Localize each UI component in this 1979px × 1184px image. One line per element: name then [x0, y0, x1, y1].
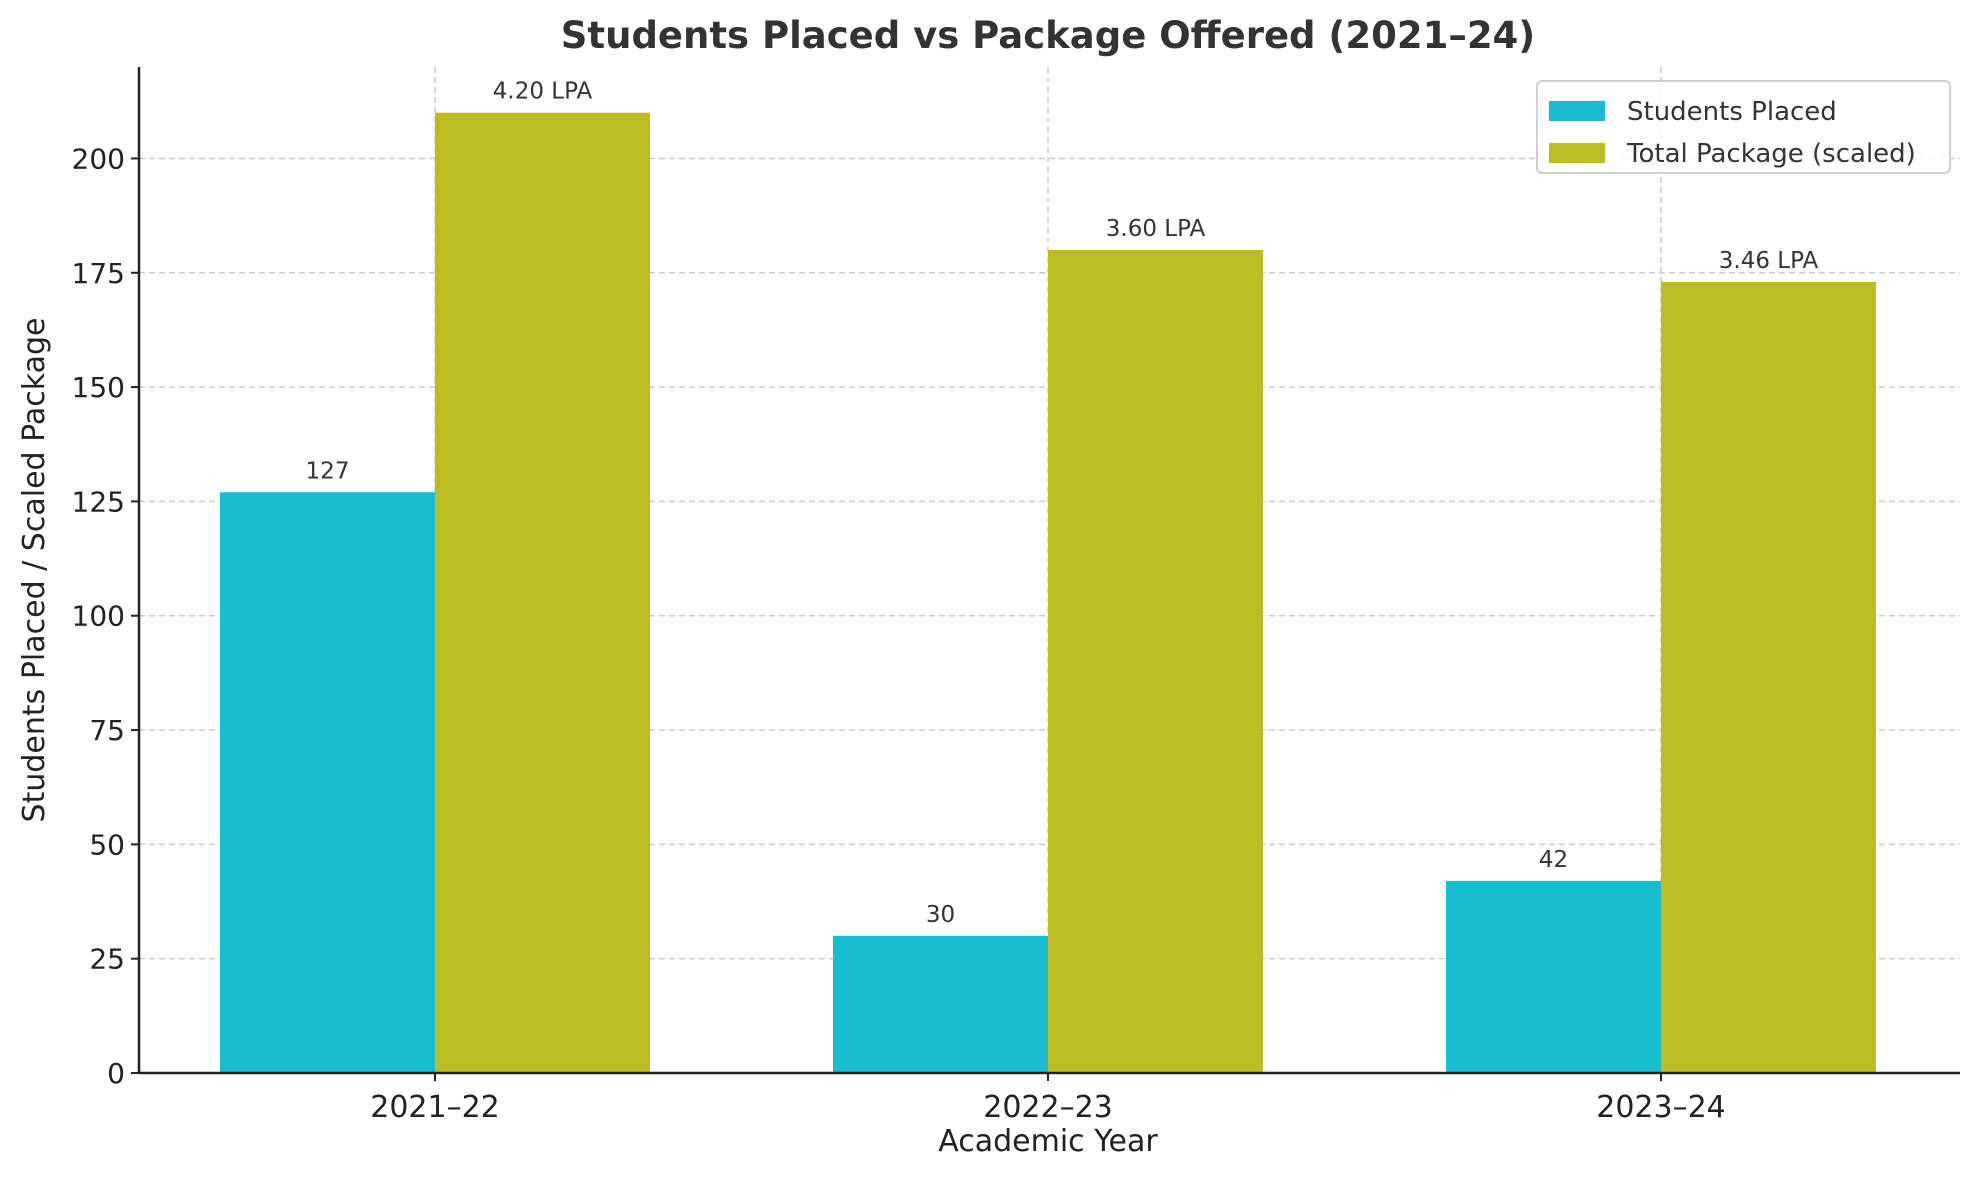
bar-total-package	[1048, 249, 1263, 1074]
legend-swatch	[1549, 101, 1605, 121]
chart-title: Students Placed vs Package Offered (2021…	[561, 14, 1535, 57]
y-tick-label: 125	[72, 485, 125, 518]
legend: Students Placed Total Package (scaled)	[1536, 80, 1951, 174]
legend-box	[1536, 80, 1951, 174]
legend-label: Students Placed	[1627, 97, 1837, 127]
bar-students-placed	[1446, 880, 1661, 1073]
bar-value-labels: 127 30 42 4.20 LPA 3.60 LPA 3.46 LPA	[306, 79, 1819, 928]
y-tick-label: 0	[107, 1057, 125, 1090]
bar-value-label: 4.20 LPA	[493, 79, 593, 105]
y-tick-label: 75	[89, 714, 125, 747]
y-tick-label: 175	[72, 257, 125, 290]
legend-swatch	[1549, 143, 1605, 163]
bar-value-label: 30	[926, 902, 955, 928]
y-tick-label: 150	[72, 371, 125, 404]
x-tick-label: 2023–24	[1596, 1090, 1726, 1125]
legend-label: Total Package (scaled)	[1626, 139, 1916, 169]
bars	[220, 112, 1876, 1074]
y-tick-label: 200	[72, 142, 125, 175]
bar-value-label: 3.60 LPA	[1106, 216, 1206, 242]
bar-value-label: 127	[306, 458, 350, 484]
bar-total-package	[435, 112, 650, 1073]
y-tick-label: 100	[72, 600, 125, 633]
bar-students-placed	[220, 492, 435, 1073]
y-tick-label: 25	[89, 943, 125, 976]
bar-total-package	[1661, 281, 1876, 1073]
axes: 0 25 50 75 100 125 150 175 200 2021–22 2022–23 2023…	[72, 67, 1960, 1125]
bar-value-label: 3.46 LPA	[1719, 248, 1819, 274]
x-axis-label: Academic Year	[938, 1124, 1158, 1159]
bar-students-placed	[833, 935, 1048, 1073]
y-axis-label: Students Placed / Scaled Package	[17, 318, 52, 823]
y-tick-label: 50	[89, 828, 125, 861]
x-tick-label: 2021–22	[370, 1090, 500, 1125]
x-tick-label: 2022–23	[983, 1090, 1113, 1125]
bar-value-label: 42	[1539, 847, 1568, 873]
